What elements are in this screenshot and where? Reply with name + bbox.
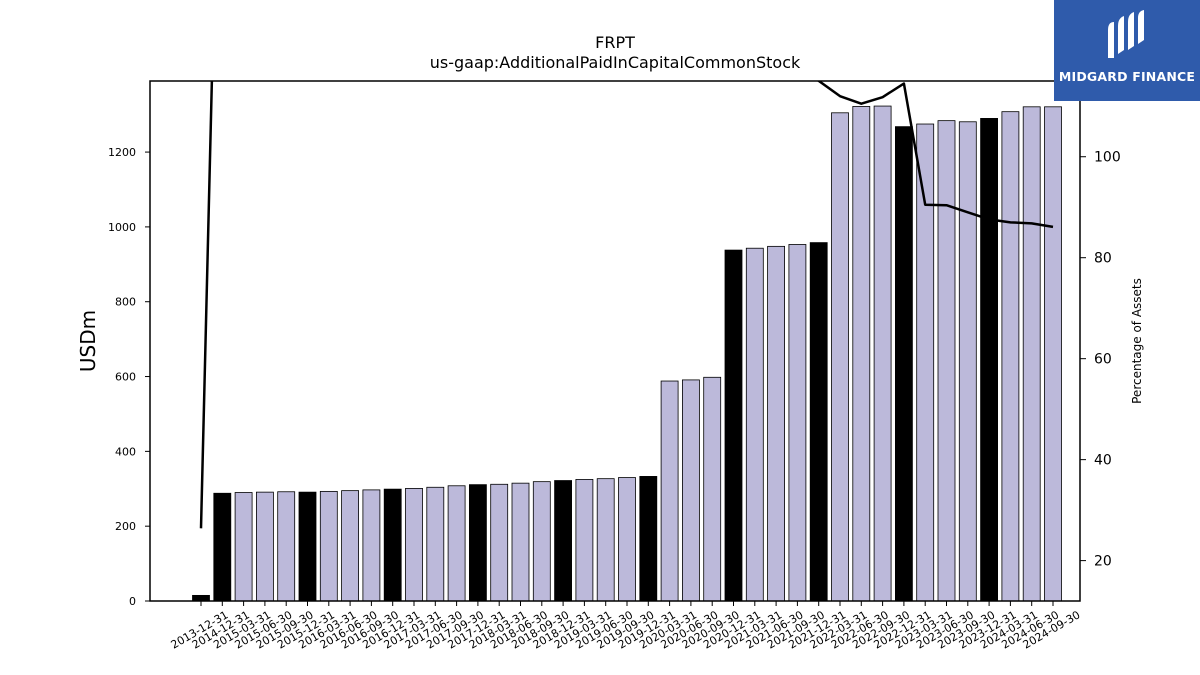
chart-subtitle: us-gaap:AdditionalPaidInCapitalCommonSto… [430,53,801,72]
bar-2018-03-31 [490,483,509,602]
y-tick-label: 200 [115,520,136,533]
y2-tick-label: 100 [1094,150,1121,166]
bar-2020-12-31 [724,249,743,602]
y2-axis-label: Percentage of Assets [1130,278,1144,404]
bar-2014-12-31 [213,492,232,602]
percentage-of-assets-line [199,81,1054,529]
bar-2021-03-31 [745,247,764,602]
bar-2024-09-30 [1044,106,1062,602]
bar-2024-06-30 [1022,106,1041,602]
y-axis-label: USDm [76,310,100,372]
bar-2019-03-31 [575,479,594,602]
bar-2020-06-30 [682,379,700,602]
bar-2022-12-31 [895,126,913,602]
bar-2016-12-31 [383,488,402,602]
bar-2021-06-30 [767,245,785,602]
y-tick-label: 1200 [108,146,136,159]
y2-tick-label: 40 [1094,453,1112,469]
y-tick-label: 400 [115,445,136,458]
bar-2024-03-31 [1001,111,1020,602]
y-tick-label: 1000 [108,221,136,234]
bar-2023-06-30 [937,120,956,602]
y2-tick-label: 80 [1094,251,1112,267]
bar-2017-03-31 [405,487,423,602]
midgard-finance-logo: MIDGARD FINANCE [1054,0,1200,101]
bar-2016-09-30 [362,489,381,602]
bar-2022-03-31 [831,112,849,602]
bar-2020-03-31 [660,380,679,602]
y2-tick-label: 60 [1094,352,1112,368]
bar-2021-09-30 [788,244,807,602]
bar-2021-12-31 [809,242,828,602]
y-tick-label: 800 [115,296,136,309]
bar-2019-09-30 [618,477,636,602]
bar-2019-06-30 [596,478,615,602]
bar-2023-12-31 [980,118,998,602]
bar-2015-06-30 [255,491,274,602]
y-tick-label: 600 [115,371,136,384]
bar-2015-03-31 [234,492,253,602]
bar-2023-03-31 [916,123,935,602]
midgard-logo-icon [1108,10,1144,58]
y2-tick-label: 20 [1094,554,1112,570]
chart-title: FRPT [595,33,635,52]
bar-2022-09-30 [873,105,892,602]
bar-2018-12-31 [554,480,572,602]
plot-frame [149,80,1081,602]
bar-2023-09-30 [958,121,977,602]
bar-2018-06-30 [511,482,530,602]
bar-2017-09-30 [447,485,466,602]
bar-2017-12-31 [468,484,487,602]
bar-2017-06-30 [426,486,445,602]
bar-2013-12-31 [192,594,210,602]
bar-2022-06-30 [852,106,871,602]
bar-2018-09-30 [532,481,551,602]
bar-2016-03-31 [319,490,338,602]
bar-2015-12-31 [298,491,317,602]
logo-text: MIDGARD FINANCE [1058,69,1196,84]
y-tick-label: 0 [129,595,136,608]
bar-2020-09-30 [703,376,722,602]
bar-2019-12-31 [639,476,658,602]
bar-2016-06-30 [341,490,360,602]
bar-2015-09-30 [277,491,296,602]
